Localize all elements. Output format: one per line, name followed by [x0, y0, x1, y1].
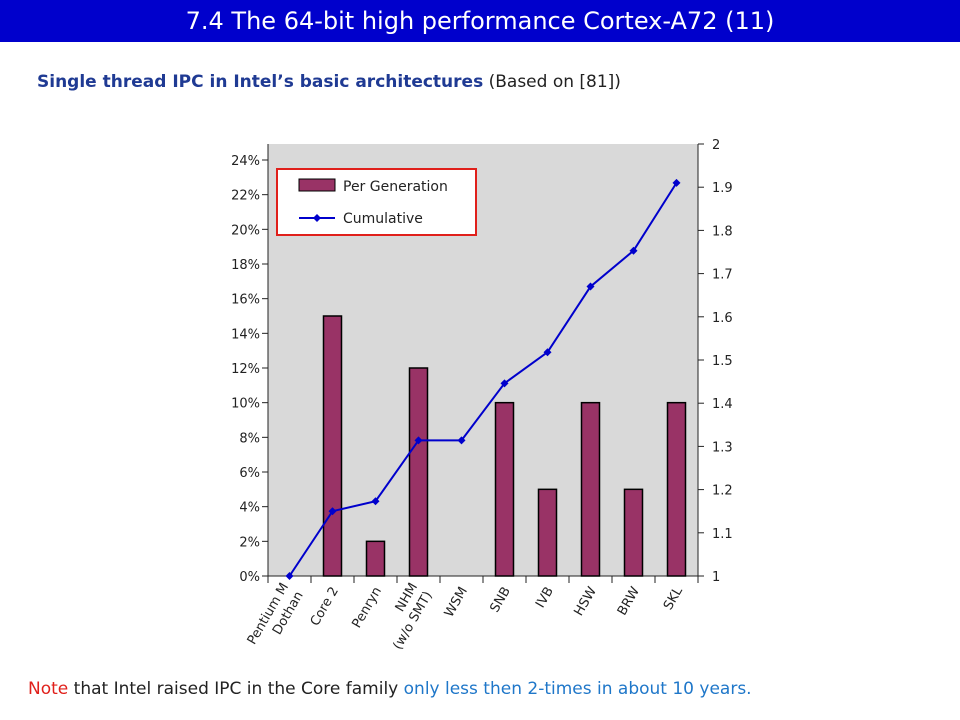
bar-per-generation — [666, 401, 687, 577]
bar-per-generation — [494, 401, 515, 577]
footnote: Note that Intel raised IPC in the Core f… — [28, 679, 752, 699]
right-axis-tick-label: 1.2 — [712, 484, 733, 499]
right-axis-tick-label: 2 — [712, 138, 720, 153]
x-axis-category-label: SNB — [488, 585, 514, 616]
x-axis-category-label: NHM(w/o SMT) — [376, 581, 436, 653]
slide-subtitle: Single thread IPC in Intel’s basic archi… — [37, 72, 621, 92]
note-highlight: only less then 2-times in about 10 years… — [403, 679, 752, 699]
bar-per-generation — [580, 401, 601, 577]
subtitle-source: (Based on [81]) — [483, 72, 621, 92]
right-axis-tick-label: 1.8 — [712, 224, 733, 239]
subtitle-bold: Single thread IPC in Intel’s basic archi… — [37, 72, 484, 92]
note-text: that Intel raised IPC in the Core family — [68, 679, 404, 699]
left-axis-tick-label: 8% — [239, 431, 260, 446]
cumulative-point — [371, 497, 380, 506]
x-axis-category-label: IVB — [533, 585, 557, 611]
legend-label-cumulative: Cumulative — [343, 211, 423, 227]
right-axis-tick-label: 1 — [712, 570, 720, 585]
left-axis-tick-label: 6% — [239, 466, 260, 481]
cumulative-point — [543, 348, 552, 357]
right-axis-tick-label: 1.9 — [712, 181, 733, 196]
title-bar: 7.4 The 64-bit high performance Cortex-A… — [0, 0, 960, 42]
right-axis-tick-label: 1.1 — [712, 527, 733, 542]
left-axis-tick-label: 14% — [231, 327, 260, 342]
bar-per-generation — [408, 367, 429, 577]
cumulative-point — [500, 379, 509, 388]
cumulative-point — [328, 507, 337, 516]
left-axis-tick-label: 22% — [231, 189, 260, 204]
bar-per-generation — [623, 488, 644, 577]
x-axis-category-label: WSM — [442, 585, 471, 620]
left-axis-tick-label: 20% — [231, 223, 260, 238]
cumulative-point — [414, 436, 423, 445]
right-axis-tick-label: 1.7 — [712, 268, 733, 283]
left-axis-tick-label: 4% — [239, 501, 260, 516]
x-axis-category-label: Core 2 — [308, 585, 342, 629]
right-axis-tick-label: 1.6 — [712, 311, 733, 326]
right-axis-tick-label: 1.4 — [712, 397, 733, 412]
x-axis-category-label: HSW — [572, 584, 601, 618]
left-axis-tick-label: 24% — [231, 154, 260, 169]
left-axis-tick-label: 2% — [239, 535, 260, 550]
cumulative-line — [288, 182, 678, 577]
right-axis-tick-label: 1.3 — [712, 440, 733, 455]
x-axis-category-label: SKL — [661, 584, 686, 613]
bar-per-generation — [537, 488, 558, 577]
legend-swatch-cumulative-marker — [313, 214, 321, 222]
left-axis-tick-label: 12% — [231, 362, 260, 377]
slide-title: 7.4 The 64-bit high performance Cortex-A… — [185, 7, 775, 35]
x-axis-category-label: Pentium MDothan — [245, 581, 307, 656]
cumulative-point — [629, 246, 638, 255]
left-axis-tick-label: 18% — [231, 258, 260, 273]
cumulative-point — [586, 282, 595, 291]
cumulative-point — [457, 436, 466, 445]
bar-per-generation — [365, 540, 386, 577]
left-axis-tick-label: 16% — [231, 293, 260, 308]
bar-per-generation — [322, 315, 343, 577]
left-axis-tick-label: 10% — [231, 397, 260, 412]
left-axis-tick-label: 0% — [239, 570, 260, 585]
note-label: Note — [28, 679, 69, 699]
cumulative-point — [285, 572, 294, 580]
x-axis-category-label: Penryn — [350, 585, 385, 631]
legend-label-per-generation: Per Generation — [343, 179, 448, 195]
right-axis-tick-label: 1.5 — [712, 354, 733, 369]
legend-swatch-per-generation — [298, 178, 336, 192]
x-axis-category-label: BRW — [615, 584, 643, 618]
cumulative-point — [672, 178, 681, 187]
